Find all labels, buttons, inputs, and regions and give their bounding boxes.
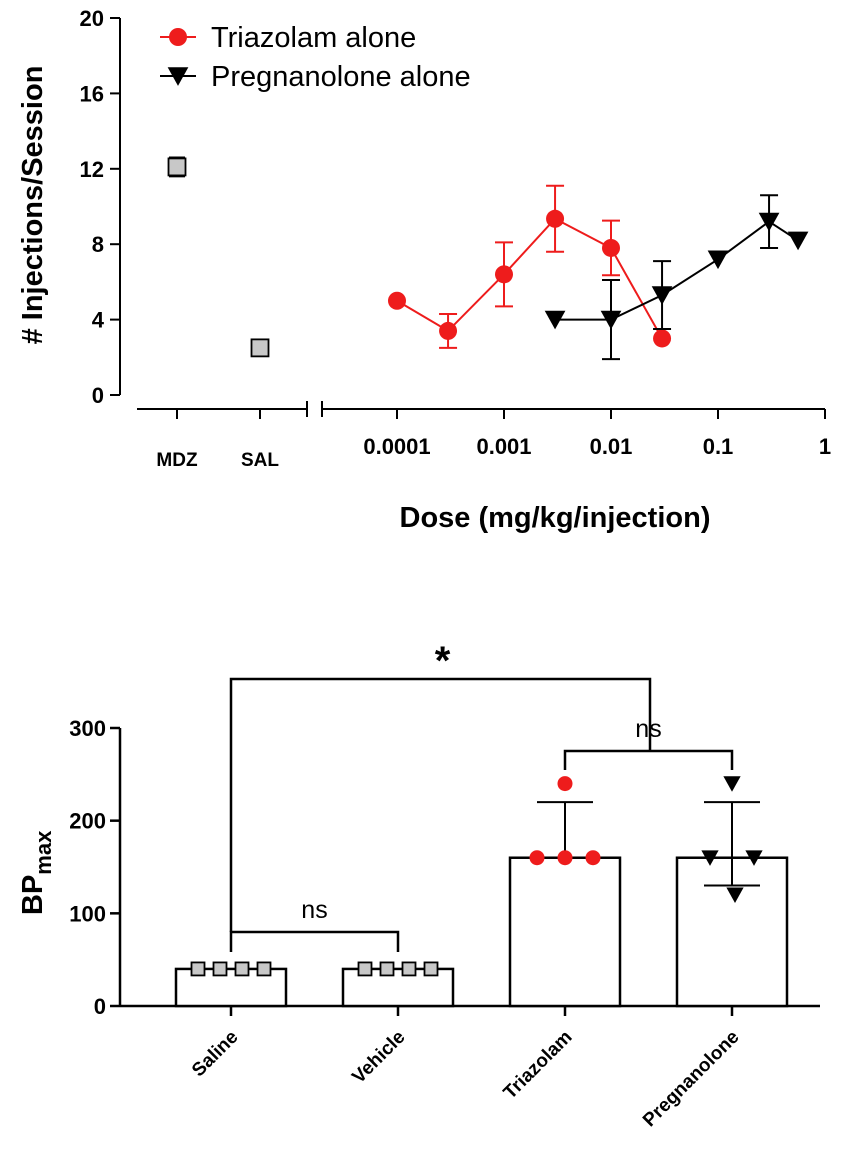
x-control-label: SAL: [241, 450, 279, 471]
data-point-vehicle: [423, 961, 439, 977]
data-point-pregnanolone: [726, 887, 744, 903]
significance-label: ns: [635, 715, 661, 743]
y-tick-label: 16: [80, 81, 104, 106]
control-point-sal: [250, 338, 270, 358]
legend-label: Triazolam alone: [211, 22, 416, 54]
x-tick-label: 0.1: [703, 434, 734, 459]
series-point-1: [787, 231, 809, 251]
data-point-saline: [234, 961, 250, 977]
y-tick-label: 0: [92, 383, 104, 408]
data-point-saline: [212, 961, 228, 977]
data-point-saline: [256, 961, 272, 977]
data-point-pregnanolone: [745, 850, 763, 866]
comparison-bracket: [229, 677, 652, 932]
y-tick-label: 12: [80, 157, 104, 182]
x-tick-label: 0.001: [476, 434, 531, 459]
series-point-0: [653, 329, 672, 348]
series-point-0: [602, 238, 620, 257]
x-category-label: Saline: [188, 1027, 242, 1081]
comparison-bracket: [563, 749, 734, 770]
series-point-1: [651, 286, 673, 305]
x-axis-title: Dose (mg/kg/injection): [400, 502, 711, 534]
y-tick-label: 100: [69, 901, 106, 926]
series-point-1: [544, 310, 566, 330]
series-line-0: [396, 217, 663, 339]
series-point-0: [546, 209, 565, 228]
y-tick-label: 200: [69, 809, 106, 834]
series-point-1: [600, 310, 622, 330]
data-point-pregnanolone: [723, 776, 741, 792]
legend-marker: [169, 28, 187, 46]
series-point-1: [707, 250, 729, 270]
significance-label: ns: [301, 896, 327, 924]
bp-max-bar-chart: 0 100 200 300 BPmax Saline Vehicle Triazolam Pre…: [17, 639, 820, 1131]
x-tick-label: 0.0001: [363, 434, 430, 459]
bar-triazolam: [508, 856, 622, 1008]
series-line-1: [555, 220, 799, 321]
y-axis-title-main: BP: [17, 875, 49, 915]
series-point-1: [758, 212, 780, 232]
series-point-0: [495, 265, 513, 284]
data-point-triazolam: [529, 850, 545, 866]
series-point-0: [388, 291, 406, 310]
data-point-vehicle: [379, 961, 395, 977]
data-point-triazolam: [557, 776, 573, 792]
significance-label: *: [435, 639, 451, 683]
legend-marker: [167, 67, 189, 86]
x-category-label: Pregnanolone: [639, 1027, 743, 1131]
y-tick-label: 0: [94, 994, 106, 1019]
y-tick-label: 8: [92, 232, 104, 257]
data-point-vehicle: [357, 961, 373, 977]
data-point-triazolam: [557, 850, 573, 866]
comparison-bracket: [229, 930, 400, 952]
legend-label: Pregnanolone alone: [211, 61, 471, 93]
x-category-label: Triazolam: [500, 1027, 577, 1104]
x-tick-label: 0.01: [590, 434, 633, 459]
data-point-triazolam: [585, 850, 601, 866]
y-axis-title: # Injections/Session: [17, 66, 49, 345]
x-category-label: Vehicle: [348, 1027, 409, 1088]
series-point-0: [439, 321, 458, 340]
y-tick-label: 4: [92, 308, 105, 333]
y-tick-label: 20: [80, 6, 104, 31]
control-point-mdz: [167, 157, 187, 177]
data-point-pregnanolone: [701, 850, 719, 866]
data-point-saline: [190, 961, 206, 977]
dose-response-chart: 0 4 8 12 16 20 # Injections/Session MDZ SAL 0.000…: [17, 6, 831, 534]
data-point-vehicle: [401, 961, 417, 977]
y-tick-label: 300: [69, 716, 106, 741]
x-control-label: MDZ: [156, 450, 198, 471]
x-tick-label: 1: [819, 434, 831, 459]
y-axis-title: BPmax: [17, 830, 56, 915]
y-axis-title-subscript: max: [31, 830, 56, 875]
